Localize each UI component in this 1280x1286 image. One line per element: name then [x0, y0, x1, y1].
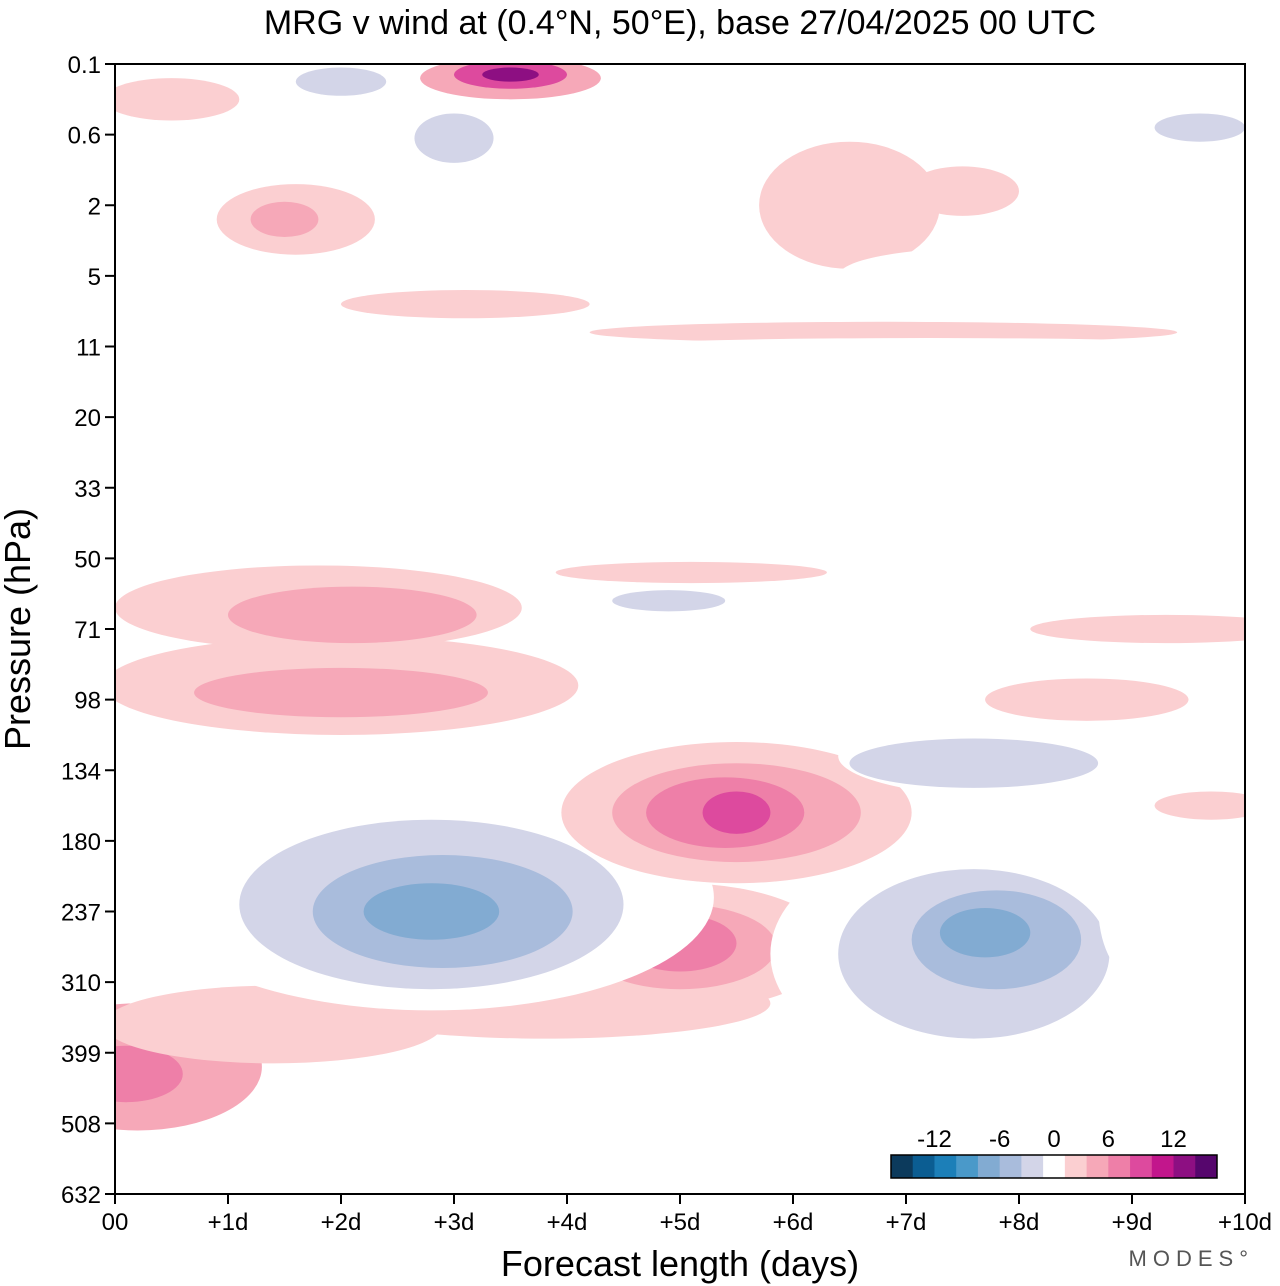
negative-contour-region	[1109, 64, 1245, 283]
y-tick-label: 11	[76, 335, 101, 362]
negative-contour-region	[838, 247, 1132, 305]
colorbar-tick-label: -12	[917, 1126, 952, 1153]
negative-contour-region	[770, 88, 1042, 125]
colorbar-swatch	[956, 1155, 979, 1178]
positive-contour-region	[341, 290, 590, 319]
x-tick-label: +9d	[1112, 1209, 1153, 1236]
y-axis-label: Pressure (hPa)	[0, 508, 38, 750]
contour-field	[115, 64, 1245, 1194]
negative-contour-region	[939, 907, 1031, 958]
y-tick-label: 0.1	[68, 52, 101, 79]
negative-contour-region	[612, 338, 1245, 355]
colorbar-swatch	[1043, 1155, 1066, 1178]
y-tick-label: 2	[88, 193, 101, 220]
x-axis: 00 +1d +2d +3d +4d +5d +6d +7d +8d +9d +10d	[102, 1194, 1272, 1236]
y-tick-label: 5	[88, 264, 101, 291]
y-tick-label: 399	[61, 1041, 101, 1068]
positive-contour-region	[555, 561, 827, 584]
negative-contour-region	[374, 526, 647, 562]
y-tick-label: 98	[74, 688, 101, 715]
negative-contour-region	[295, 67, 387, 96]
negative-contour-region	[363, 883, 500, 940]
chart-title: MRG v wind at (0.4°N, 50°E), base 27/04/…	[264, 4, 1096, 42]
negative-contour-region	[849, 738, 1099, 788]
y-tick-label: 33	[74, 476, 101, 503]
negative-contour-region	[1188, 890, 1245, 990]
y-tick-label: 237	[61, 900, 101, 927]
brand-logo-text: MODES°	[1128, 1246, 1254, 1271]
x-tick-label: +10d	[1218, 1209, 1272, 1236]
colorbar-swatch	[1151, 1155, 1175, 1178]
y-tick-label: 71	[74, 617, 101, 644]
x-tick-label: +4d	[547, 1209, 588, 1236]
colorbar-tick-label: -6	[989, 1126, 1010, 1153]
colorbar-swatch	[934, 1155, 957, 1178]
colorbar-swatch	[1195, 1155, 1218, 1178]
colorbar-swatch	[1086, 1155, 1109, 1178]
positive-contour-region	[227, 586, 477, 644]
positive-contour-region	[906, 166, 1019, 216]
negative-contour-region	[533, 155, 647, 199]
colorbar-frame	[890, 1154, 1218, 1179]
negative-contour-region	[414, 113, 494, 163]
y-tick-label: 180	[61, 829, 101, 856]
y-tick-label: 50	[74, 546, 101, 573]
positive-contour-region	[250, 201, 319, 238]
y-tick-label: 508	[61, 1111, 101, 1138]
y-tick-label: 632	[61, 1182, 101, 1209]
y-tick-label: 310	[61, 970, 101, 997]
x-tick-label: +2d	[321, 1209, 362, 1236]
y-tick-label: 0.6	[68, 123, 101, 150]
colorbar-swatch	[977, 1155, 1001, 1178]
positive-contour-region	[1030, 614, 1245, 644]
positive-contour-region	[985, 678, 1189, 721]
colorbar-swatch	[891, 1155, 914, 1178]
positive-contour-region	[1154, 791, 1245, 820]
colorbar-tick-label: 6	[1102, 1126, 1115, 1153]
positive-contour-region	[115, 1045, 183, 1103]
colorbar-swatch	[1130, 1155, 1153, 1178]
x-tick-label: +6d	[773, 1209, 814, 1236]
positive-contour-region	[702, 791, 771, 834]
negative-contour-region	[115, 254, 251, 283]
colorbar-swatch	[1021, 1155, 1044, 1178]
x-tick-label: +1d	[208, 1209, 249, 1236]
colorbar-swatch	[1064, 1155, 1088, 1178]
colorbar-tick-label: 0	[1047, 1126, 1060, 1153]
positive-contour-region	[589, 321, 1178, 343]
negative-contour-region	[126, 293, 330, 329]
positive-contour-region	[115, 78, 240, 121]
colorbar-swatch	[1108, 1155, 1131, 1178]
x-axis-label: Forecast length (days)	[501, 1243, 859, 1284]
x-tick-label: +7d	[886, 1209, 927, 1236]
colorbar-legend: -12 -6 0 6 12	[884, 1112, 1228, 1188]
negative-contour-region	[1154, 113, 1245, 142]
y-tick-label: 134	[61, 758, 101, 785]
positive-contour-region	[194, 667, 488, 718]
x-tick-label: +3d	[434, 1209, 475, 1236]
colorbar-swatch	[1173, 1155, 1196, 1178]
x-tick-label: +8d	[999, 1209, 1040, 1236]
x-tick-label: +5d	[660, 1209, 701, 1236]
negative-contour-region	[657, 516, 997, 545]
colorbar-swatch	[999, 1155, 1022, 1178]
y-tick-label: 20	[74, 405, 101, 432]
colorbar-swatch	[912, 1155, 935, 1178]
negative-contour-region	[612, 590, 726, 612]
positive-contour-region	[482, 67, 539, 82]
x-tick-label: 00	[102, 1209, 129, 1236]
positive-contour-region	[759, 141, 940, 269]
colorbar-tick-label: 12	[1160, 1126, 1187, 1153]
negative-contour-region	[1098, 833, 1166, 976]
y-axis: 0.1 0.6 2 5 11 20 33 50 71 98 134 180 237 310 399 508 63…	[61, 52, 115, 1209]
negative-contour-region	[521, 1144, 748, 1194]
